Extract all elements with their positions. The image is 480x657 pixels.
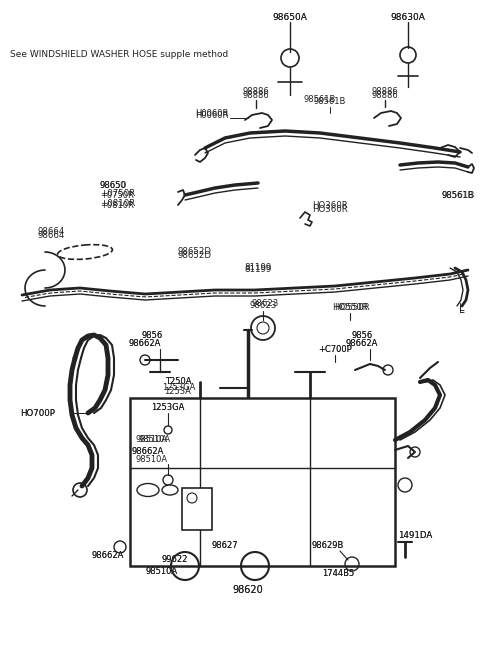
Text: 98629B: 98629B	[312, 541, 344, 549]
Text: 1744B5: 1744B5	[322, 570, 354, 579]
Bar	[182, 488, 212, 530]
Text: 98561B: 98561B	[304, 95, 336, 104]
Text: HO700P: HO700P	[20, 409, 55, 417]
Text: +0750R: +0750R	[100, 189, 135, 198]
Text: 98510A: 98510A	[139, 436, 171, 445]
Text: 98662A: 98662A	[346, 340, 378, 348]
Text: 98662A: 98662A	[92, 551, 124, 560]
Text: 98627: 98627	[212, 541, 238, 549]
Text: L: L	[459, 303, 465, 313]
Ellipse shape	[162, 485, 178, 495]
Text: 98652D: 98652D	[178, 248, 212, 256]
Text: 98886: 98886	[242, 91, 269, 99]
Text: 98620: 98620	[233, 585, 264, 595]
Text: +0750R: +0750R	[100, 191, 134, 200]
Text: 98510A: 98510A	[146, 568, 178, 576]
Text: 98650A: 98650A	[273, 14, 307, 22]
Text: 98561B: 98561B	[314, 97, 346, 106]
Text: L: L	[459, 305, 465, 315]
Text: 98561B: 98561B	[442, 191, 475, 200]
Text: 98662A: 98662A	[346, 340, 378, 348]
Text: H0060R: H0060R	[195, 108, 228, 118]
Text: HO700P: HO700P	[20, 409, 55, 417]
Text: 98662A: 98662A	[129, 340, 161, 348]
Text: HO360R: HO360R	[312, 200, 348, 210]
Text: 98561B: 98561B	[442, 191, 474, 200]
Text: 98886: 98886	[242, 87, 269, 97]
Text: HO550R: HO550R	[334, 304, 370, 313]
Text: T250A: T250A	[165, 378, 191, 386]
Text: +C700P: +C700P	[318, 346, 352, 355]
Text: 1253GA: 1253GA	[151, 403, 185, 413]
Text: 1744B5: 1744B5	[322, 570, 354, 579]
Text: 98627: 98627	[212, 541, 238, 549]
Text: 99622: 99622	[162, 556, 188, 564]
Text: +0810R: +0810R	[100, 200, 134, 210]
Text: 9856: 9856	[142, 330, 163, 340]
Text: 98662A: 98662A	[132, 447, 164, 457]
Text: 98630A: 98630A	[391, 14, 425, 22]
Text: 98650A: 98650A	[273, 14, 307, 22]
Text: 98652D: 98652D	[178, 252, 212, 260]
Text: 98662A: 98662A	[129, 340, 161, 348]
Text: 1253GA: 1253GA	[151, 403, 185, 413]
Text: 81199: 81199	[244, 265, 272, 275]
Text: HO360R: HO360R	[312, 206, 348, 214]
Text: +0810R: +0810R	[100, 198, 135, 208]
Text: 98623: 98623	[249, 300, 276, 309]
Text: 98623: 98623	[252, 300, 279, 309]
Ellipse shape	[137, 484, 159, 497]
Text: 98620: 98620	[233, 585, 264, 595]
Text: 98630A: 98630A	[391, 14, 425, 22]
Ellipse shape	[58, 244, 112, 260]
Text: 9856: 9856	[351, 330, 372, 340]
Text: 98664: 98664	[38, 231, 65, 240]
Text: 81199: 81199	[244, 263, 272, 273]
Text: 98886: 98886	[372, 87, 398, 97]
Text: 1491DA: 1491DA	[398, 530, 432, 539]
Text: 98664: 98664	[38, 227, 65, 237]
Text: HO550R: HO550R	[332, 304, 368, 313]
Text: H0060R: H0060R	[195, 110, 228, 120]
Text: 1491DA: 1491DA	[398, 530, 432, 539]
Text: 9856: 9856	[351, 330, 372, 340]
Text: 98629B: 98629B	[312, 541, 344, 549]
Text: 98662A: 98662A	[92, 551, 124, 560]
Text: 98650: 98650	[100, 181, 127, 189]
Text: 98650: 98650	[100, 181, 127, 189]
Text: 98510A: 98510A	[146, 568, 178, 576]
Text: 98886: 98886	[372, 91, 398, 99]
Text: 98510A: 98510A	[136, 455, 168, 464]
Text: 98510A: 98510A	[136, 436, 168, 445]
Text: 1253GA: 1253GA	[162, 384, 195, 392]
Bar	[130, 398, 395, 566]
Text: 1253A: 1253A	[165, 388, 192, 397]
Text: 98662A: 98662A	[132, 447, 164, 457]
Text: +C700P: +C700P	[318, 346, 352, 355]
Text: 99622: 99622	[162, 556, 188, 564]
Text: 9856: 9856	[142, 330, 163, 340]
Text: See WINDSHIELD WASHER HOSE supple method: See WINDSHIELD WASHER HOSE supple method	[10, 50, 228, 59]
Text: T250A: T250A	[165, 378, 191, 386]
